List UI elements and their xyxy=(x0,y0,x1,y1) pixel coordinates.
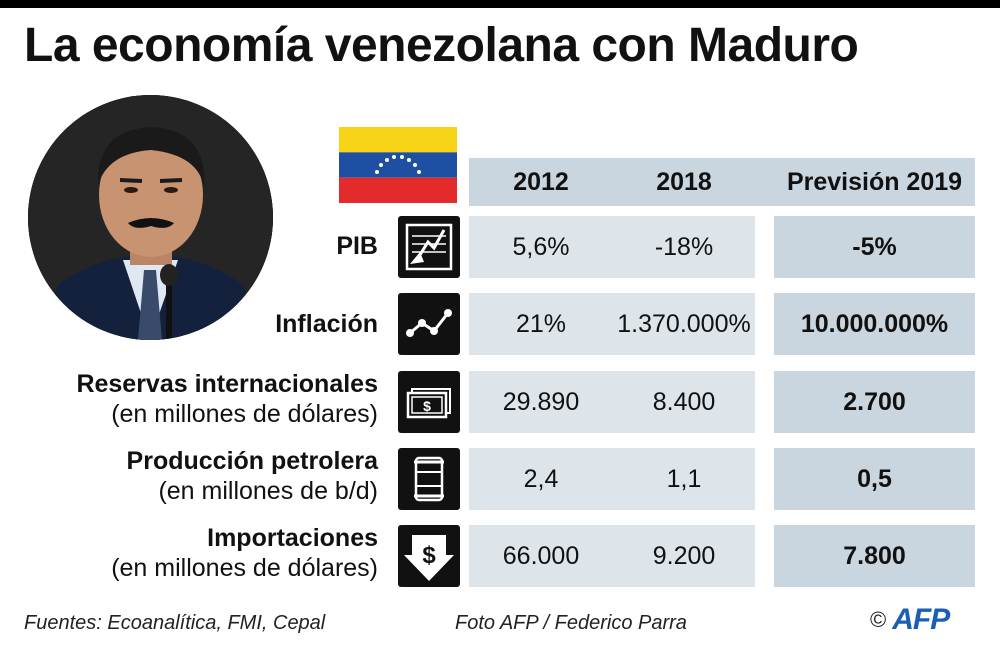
cell-produccion-2018: 1,1 xyxy=(666,465,702,493)
dollar-down-arrow-icon: $ xyxy=(398,525,460,587)
svg-text:$: $ xyxy=(422,542,436,569)
table-row xyxy=(469,371,755,433)
cell-importaciones-2012: 66.000 xyxy=(502,542,580,570)
row-label-reservas: Reservas internacionales (en millones de… xyxy=(76,370,378,428)
cell-produccion-2012: 2,4 xyxy=(523,465,559,493)
copyright-symbol: © xyxy=(870,607,887,632)
row-label-pib: PIB xyxy=(336,232,378,260)
svg-text:$: $ xyxy=(423,398,431,414)
cell-pib-2018: -18% xyxy=(654,233,714,261)
top-rule xyxy=(0,0,1000,8)
table-row-forecast xyxy=(774,525,975,587)
table-row xyxy=(469,448,755,510)
trend-up-icon xyxy=(398,293,460,355)
cell-reservas-2012: 29.890 xyxy=(502,388,580,416)
table-row xyxy=(469,216,755,278)
table-row xyxy=(469,293,755,355)
sources-note: Fuentes: Ecoanalítica, FMI, Cepal xyxy=(24,612,326,634)
cell-importaciones-2018: 9.200 xyxy=(652,542,716,570)
row-label-inflacion: Inflación xyxy=(275,310,378,338)
cell-inflacion-2012: 21% xyxy=(515,310,567,338)
row-label-produccion: Producción petrolera (en millones de b/d… xyxy=(126,447,378,505)
table-row-forecast xyxy=(774,216,975,278)
photo-credit: Foto AFP / Federico Parra xyxy=(455,612,687,634)
table-header-band xyxy=(469,158,975,206)
cell-inflacion-2019: 10.000.000% xyxy=(800,310,949,338)
table-row-forecast xyxy=(774,371,975,433)
afp-credit: © AFP xyxy=(870,603,950,637)
cell-pib-2019: -5% xyxy=(852,233,897,261)
banknotes-icon: $ xyxy=(398,371,460,433)
portrait-photo xyxy=(28,95,273,340)
page-title: La economía venezolana con Maduro xyxy=(24,19,859,72)
cell-inflacion-2018: 1.370.000% xyxy=(617,310,751,338)
table-row-forecast xyxy=(774,448,975,510)
chart-down-icon xyxy=(398,216,460,278)
cell-produccion-2019: 0,5 xyxy=(857,465,892,493)
oil-barrel-icon xyxy=(398,448,460,510)
column-header-forecast-2019: Previsión 2019 xyxy=(786,168,963,196)
cell-pib-2012: 5,6% xyxy=(512,233,570,261)
cell-reservas-2018: 8.400 xyxy=(652,388,716,416)
cell-importaciones-2019: 7.800 xyxy=(843,542,906,570)
afp-logo: AFP xyxy=(892,603,950,636)
row-label-importaciones: Importaciones (en millones de dólares) xyxy=(111,524,378,582)
table-row xyxy=(469,525,755,587)
table-row-forecast xyxy=(774,293,975,355)
cell-reservas-2019: 2.700 xyxy=(843,388,906,416)
column-header-2018: 2018 xyxy=(656,168,712,196)
venezuela-flag-icon xyxy=(339,127,457,203)
column-header-2012: 2012 xyxy=(513,168,569,196)
